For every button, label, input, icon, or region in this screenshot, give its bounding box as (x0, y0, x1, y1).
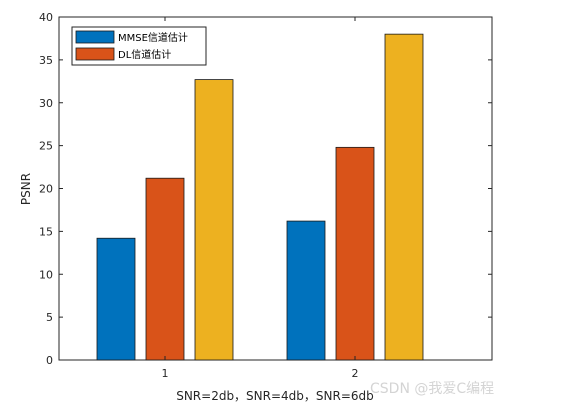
bar (96, 237, 136, 361)
y-tick-label: 35 (39, 54, 53, 67)
y-tick-label: 10 (39, 268, 53, 281)
y-tick-label: 30 (39, 97, 53, 110)
y-tick-label: 0 (46, 354, 53, 367)
y-tick-label: 20 (39, 183, 53, 196)
legend-label: MMSE信道估计 (118, 31, 188, 44)
bars (96, 33, 424, 361)
bar (145, 177, 185, 361)
legend-swatch (75, 30, 115, 44)
y-tick-label: 40 (39, 11, 53, 24)
legend-swatch (75, 47, 115, 61)
bar (335, 146, 375, 361)
bar (286, 220, 326, 361)
ticks: 0 5 10 15 20 25 30 35 40 1 2 (39, 11, 492, 380)
y-tick-label: 5 (46, 311, 53, 324)
y-axis-label: PSNR (19, 173, 33, 205)
legend: MMSE信道估计 DL信道估计 (71, 26, 207, 66)
x-tick-label: 1 (162, 367, 169, 380)
x-axis-label: SNR=2db，SNR=4db，SNR=6db (176, 389, 374, 403)
y-tick-label: 15 (39, 225, 53, 238)
x-tick-label: 2 (352, 367, 359, 380)
bar (194, 79, 234, 361)
legend-label: DL信道估计 (118, 48, 171, 61)
bar (384, 33, 424, 361)
y-tick-label: 25 (39, 140, 53, 153)
